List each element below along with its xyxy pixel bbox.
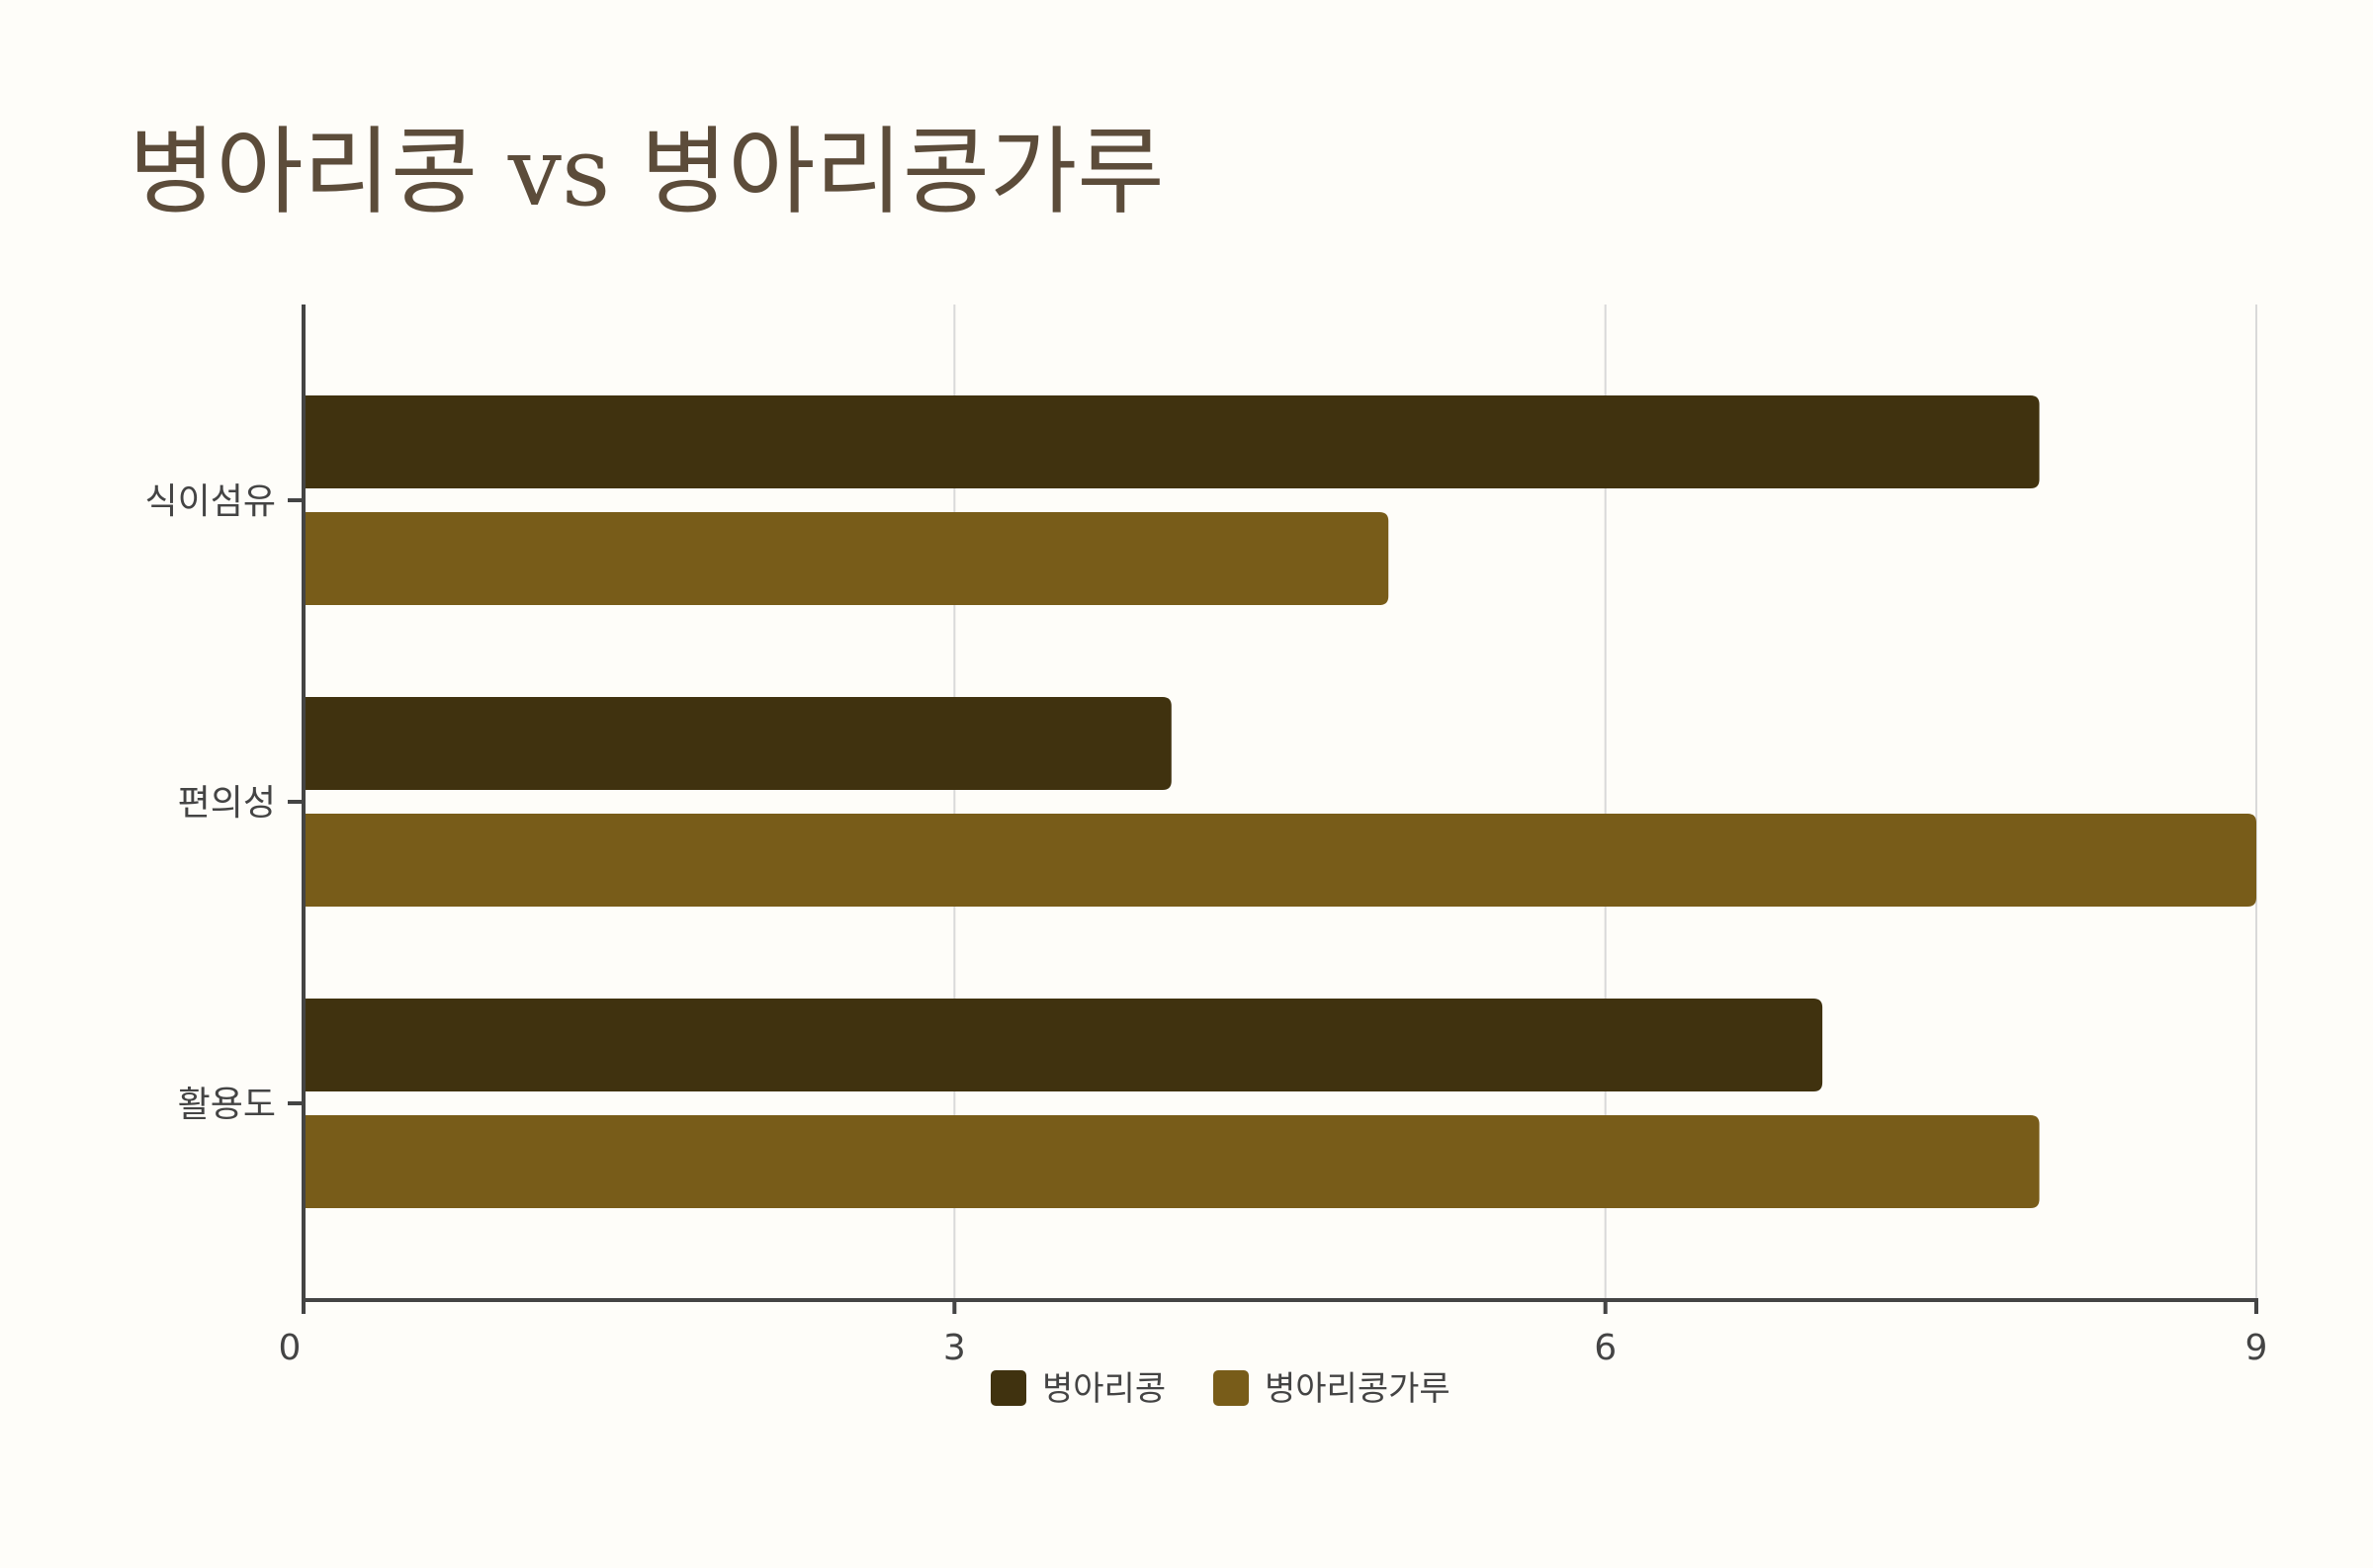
- category-label-2: 활용도: [178, 1085, 276, 1125]
- bar-식이섬유-병아리콩가루[interactable]: [304, 512, 1389, 605]
- legend[interactable]: 병아리콩 병아리콩가루: [991, 1369, 1450, 1409]
- x-tick-label-0: 0: [279, 1328, 302, 1368]
- category-label-0: 식이섬유: [145, 481, 276, 522]
- category-label-1: 편의성: [178, 783, 276, 824]
- chart-title: 병아리콩 vs 병아리콩가루: [129, 117, 1165, 227]
- bar-편의성-병아리콩가루[interactable]: [304, 814, 2256, 907]
- legend-item-0[interactable]: 병아리콩: [991, 1369, 1166, 1409]
- legend-label-0: 병아리콩: [1042, 1369, 1166, 1409]
- legend-swatch-0: [991, 1370, 1026, 1406]
- bars: [304, 395, 2256, 1208]
- x-tick-label-3: 3: [943, 1328, 966, 1368]
- x-tick-label-6: 6: [1594, 1328, 1617, 1368]
- legend-swatch-1: [1213, 1370, 1249, 1406]
- x-tick-label-9: 9: [2245, 1328, 2268, 1368]
- legend-item-1[interactable]: 병아리콩가루: [1213, 1369, 1450, 1409]
- bar-편의성-병아리콩[interactable]: [304, 697, 1172, 790]
- bar-활용도-병아리콩가루[interactable]: [304, 1115, 2040, 1208]
- bar-식이섬유-병아리콩[interactable]: [304, 395, 2040, 488]
- legend-label-1: 병아리콩가루: [1265, 1369, 1450, 1409]
- bar-활용도-병아리콩[interactable]: [304, 999, 1823, 1091]
